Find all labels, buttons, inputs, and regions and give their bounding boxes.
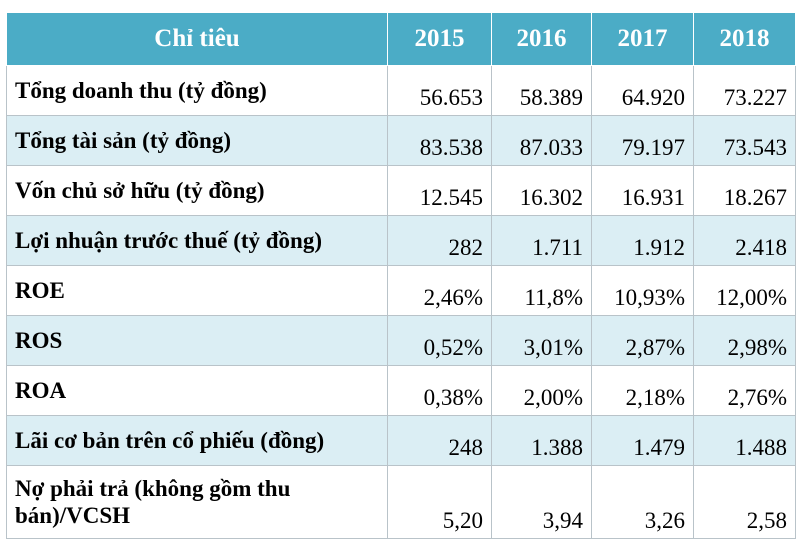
- cell-value: 3,94: [491, 465, 592, 539]
- cell-value: 16.931: [591, 165, 694, 216]
- cell-value: 0,52%: [387, 315, 492, 366]
- table-row: ROE 2,46% 11,8% 10,93% 12,00%: [6, 265, 796, 316]
- table-row: Lãi cơ bản trên cổ phiếu (đồng) 248 1.38…: [6, 415, 796, 466]
- header-indicator: Chỉ tiêu: [6, 12, 388, 66]
- row-label: Nợ phải trả (không gồm thu bán)/VCSH: [6, 465, 388, 539]
- header-year-2015: 2015: [387, 12, 492, 66]
- row-label: Vốn chủ sở hữu (tỷ đồng): [6, 165, 388, 216]
- cell-value: 1.488: [693, 415, 796, 466]
- financial-indicators-table: Chỉ tiêu 2015 2016 2017 2018 Tổng doanh …: [6, 12, 796, 539]
- row-label: ROS: [6, 315, 388, 366]
- row-label: ROA: [6, 365, 388, 416]
- cell-value: 3,26: [591, 465, 694, 539]
- cell-value: 5,20: [387, 465, 492, 539]
- cell-value: 282: [387, 215, 492, 266]
- cell-value: 64.920: [591, 65, 694, 116]
- cell-value: 2.418: [693, 215, 796, 266]
- cell-value: 16.302: [491, 165, 592, 216]
- cell-value: 2,87%: [591, 315, 694, 366]
- cell-value: 2,76%: [693, 365, 796, 416]
- cell-value: 3,01%: [491, 315, 592, 366]
- cell-value: 73.543: [693, 115, 796, 166]
- header-year-2018: 2018: [693, 12, 796, 66]
- row-label: Lãi cơ bản trên cổ phiếu (đồng): [6, 415, 388, 466]
- cell-value: 1.711: [491, 215, 592, 266]
- cell-value: 10,93%: [591, 265, 694, 316]
- header-year-2017: 2017: [591, 12, 694, 66]
- cell-value: 11,8%: [491, 265, 592, 316]
- cell-value: 2,58: [693, 465, 796, 539]
- row-label: Tổng tài sản (tỷ đồng): [6, 115, 388, 166]
- cell-value: 79.197: [591, 115, 694, 166]
- table-row: ROS 0,52% 3,01% 2,87% 2,98%: [6, 315, 796, 366]
- header-year-2016: 2016: [491, 12, 592, 66]
- cell-value: 12,00%: [693, 265, 796, 316]
- row-label: Tổng doanh thu (tỷ đồng): [6, 65, 388, 116]
- cell-value: 248: [387, 415, 492, 466]
- cell-value: 1.912: [591, 215, 694, 266]
- cell-value: 1.388: [491, 415, 592, 466]
- cell-value: 87.033: [491, 115, 592, 166]
- table-header-row: Chỉ tiêu 2015 2016 2017 2018: [6, 12, 796, 66]
- row-label: Lợi nhuận trước thuế (tỷ đồng): [6, 215, 388, 266]
- cell-value: 2,98%: [693, 315, 796, 366]
- table-row: Vốn chủ sở hữu (tỷ đồng) 12.545 16.302 1…: [6, 165, 796, 216]
- cell-value: 18.267: [693, 165, 796, 216]
- table-row: Tổng tài sản (tỷ đồng) 83.538 87.033 79.…: [6, 115, 796, 166]
- cell-value: 2,18%: [591, 365, 694, 416]
- cell-value: 58.389: [491, 65, 592, 116]
- table-row: ROA 0,38% 2,00% 2,18% 2,76%: [6, 365, 796, 416]
- cell-value: 1.479: [591, 415, 694, 466]
- table-row: Nợ phải trả (không gồm thu bán)/VCSH 5,2…: [6, 465, 796, 539]
- table-row: Tổng doanh thu (tỷ đồng) 56.653 58.389 6…: [6, 65, 796, 116]
- cell-value: 83.538: [387, 115, 492, 166]
- cell-value: 2,46%: [387, 265, 492, 316]
- cell-value: 73.227: [693, 65, 796, 116]
- table-row: Lợi nhuận trước thuế (tỷ đồng) 282 1.711…: [6, 215, 796, 266]
- row-label: ROE: [6, 265, 388, 316]
- cell-value: 56.653: [387, 65, 492, 116]
- cell-value: 12.545: [387, 165, 492, 216]
- cell-value: 0,38%: [387, 365, 492, 416]
- cell-value: 2,00%: [491, 365, 592, 416]
